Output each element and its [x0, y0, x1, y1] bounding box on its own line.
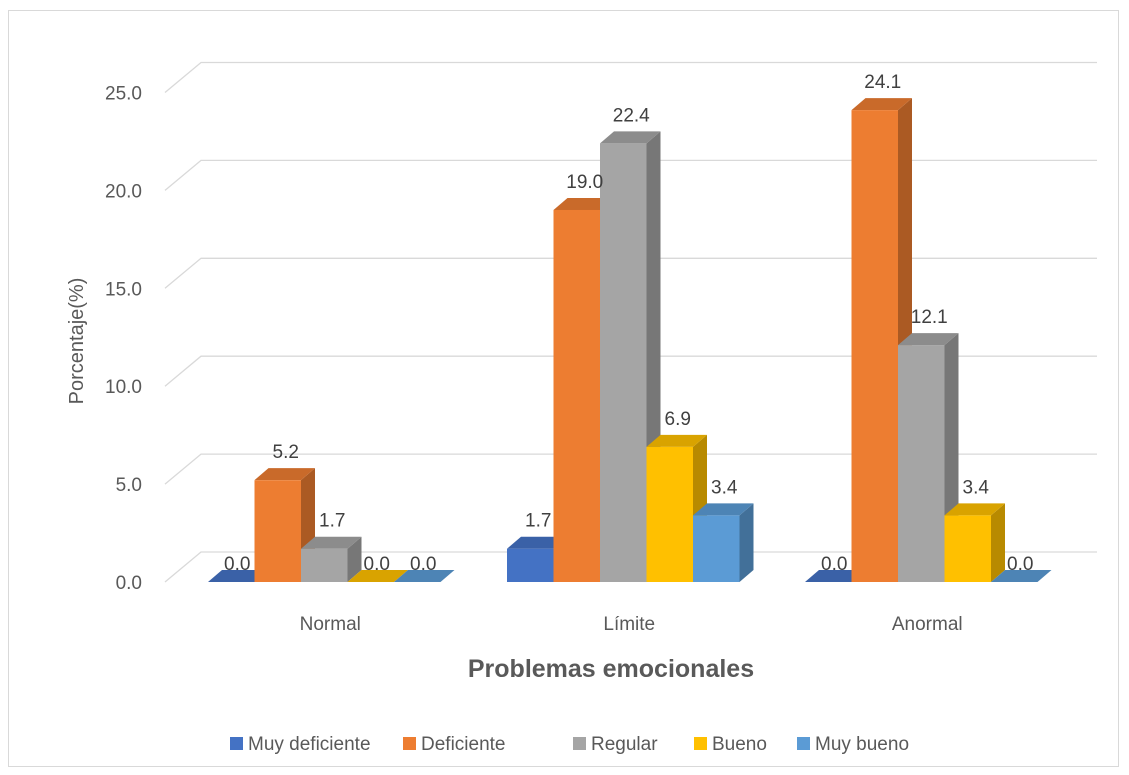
bar — [944, 503, 1005, 582]
bar-front — [898, 345, 945, 582]
x-tick-label: Límite — [603, 614, 655, 635]
data-label: 0.0 — [410, 554, 436, 575]
bar — [991, 570, 1052, 582]
x-tick-label: Normal — [300, 614, 361, 635]
bar-top — [851, 98, 912, 111]
bar — [301, 536, 362, 582]
bar — [394, 570, 455, 582]
bar-front — [646, 446, 693, 582]
data-label: 0.0 — [1007, 554, 1033, 575]
x-tick-label: Anormal — [892, 614, 963, 635]
bar-side — [991, 503, 1005, 582]
y-tick-label: 0.0 — [116, 573, 142, 594]
gridline — [164, 159, 1097, 191]
bar — [208, 570, 269, 582]
legend-swatch — [230, 737, 243, 750]
legend-label: Deficiente — [421, 734, 506, 755]
bar-top — [944, 503, 1005, 516]
data-label: 22.4 — [613, 105, 650, 126]
data-label: 5.2 — [273, 442, 299, 463]
y-tick-label: 20.0 — [105, 181, 142, 202]
legend-label: Regular — [591, 734, 658, 755]
data-label: 1.7 — [319, 511, 345, 532]
y-axis-title: Porcentaje(%) — [66, 278, 88, 405]
legend-swatch — [573, 737, 586, 750]
bar-top — [507, 536, 568, 549]
bar-side — [347, 536, 362, 582]
bar-top — [301, 536, 362, 549]
data-label: 0.0 — [364, 554, 390, 575]
legend-swatch — [403, 737, 416, 750]
data-label: 6.9 — [665, 409, 691, 430]
gridline — [164, 61, 1097, 93]
bar-front — [301, 548, 348, 582]
gridline — [164, 355, 1097, 387]
legend-swatch — [694, 737, 707, 750]
y-tick-label: 25.0 — [105, 84, 142, 105]
data-label: 24.1 — [864, 72, 901, 93]
data-label: 12.1 — [911, 307, 948, 328]
data-label: 1.7 — [525, 511, 551, 532]
bar-top — [898, 333, 959, 346]
y-axis-ticks: 0.0 5.0 10.0 15.0 20.0 25.0 — [105, 84, 142, 595]
bar-front — [553, 209, 600, 583]
gridline — [164, 257, 1097, 289]
bar-top — [991, 570, 1052, 582]
bar-top — [693, 503, 754, 516]
bar-top — [394, 570, 455, 582]
bar-top — [347, 570, 408, 582]
legend-label: Bueno — [712, 734, 767, 755]
bar — [805, 570, 866, 582]
bar-front — [851, 110, 898, 582]
legend: Muy deficiente Deficiente Regular Bueno Muy … — [230, 734, 909, 755]
legend-swatch — [797, 737, 810, 750]
gridline — [164, 453, 1097, 485]
legend-label: Muy deficiente — [248, 734, 371, 755]
bars — [208, 98, 1052, 583]
x-axis-title: Problemas emocionales — [468, 655, 754, 683]
bar — [347, 570, 408, 582]
x-axis-categories: Normal Límite Anormal — [300, 614, 963, 635]
bar-front — [693, 515, 740, 582]
bar-front — [254, 480, 301, 582]
bar-top — [805, 570, 866, 582]
data-label: 0.0 — [821, 554, 847, 575]
bar-top — [600, 131, 661, 144]
bar-front — [944, 515, 991, 582]
data-label: 19.0 — [566, 172, 603, 193]
bar-top — [254, 468, 315, 481]
bar-front — [600, 143, 647, 582]
bar-top — [553, 197, 614, 210]
y-tick-label: 15.0 — [105, 279, 142, 300]
data-labels: 0.0 5.2 1.7 0.0 0.0 1.7 19.0 22.4 6.9 3.4 0.0 24.1 1… — [224, 72, 1033, 575]
data-label: 3.4 — [711, 477, 738, 498]
data-label: 3.4 — [963, 477, 990, 498]
legend-label: Muy bueno — [815, 734, 909, 755]
bar — [693, 503, 754, 582]
bar-front — [507, 548, 554, 582]
bar-side — [739, 503, 754, 582]
gridlines — [164, 61, 1097, 583]
bar-top — [646, 434, 707, 447]
data-label: 0.0 — [224, 554, 250, 575]
bar-top — [208, 570, 269, 582]
y-tick-label: 5.0 — [116, 475, 142, 496]
gridline — [164, 551, 1097, 583]
y-tick-label: 10.0 — [105, 377, 142, 398]
